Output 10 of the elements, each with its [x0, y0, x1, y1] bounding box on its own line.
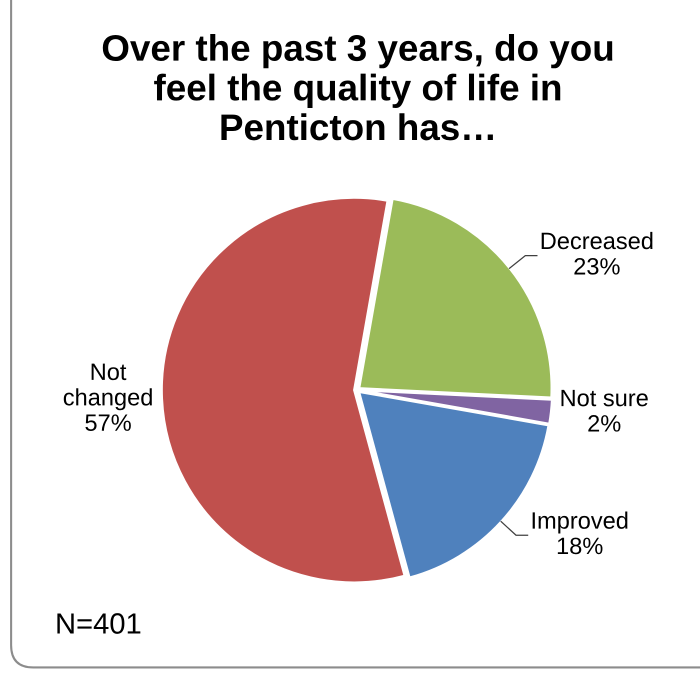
slice-label: Not sure	[562, 390, 648, 406]
slice-label: Improved	[532, 512, 628, 534]
data-label: 57%	[85, 414, 131, 432]
data-label: 2%	[588, 415, 620, 432]
slice-label: Not changed	[64, 364, 152, 410]
data-label: 18%	[558, 538, 602, 554]
chart-title: Over the past 3 years, do you feel the quality of life in Penticton has…	[102, 34, 612, 140]
text: N=401	[57, 613, 140, 634]
slice-label: Decreased	[542, 232, 652, 250]
data-label: 23%	[574, 258, 620, 275]
